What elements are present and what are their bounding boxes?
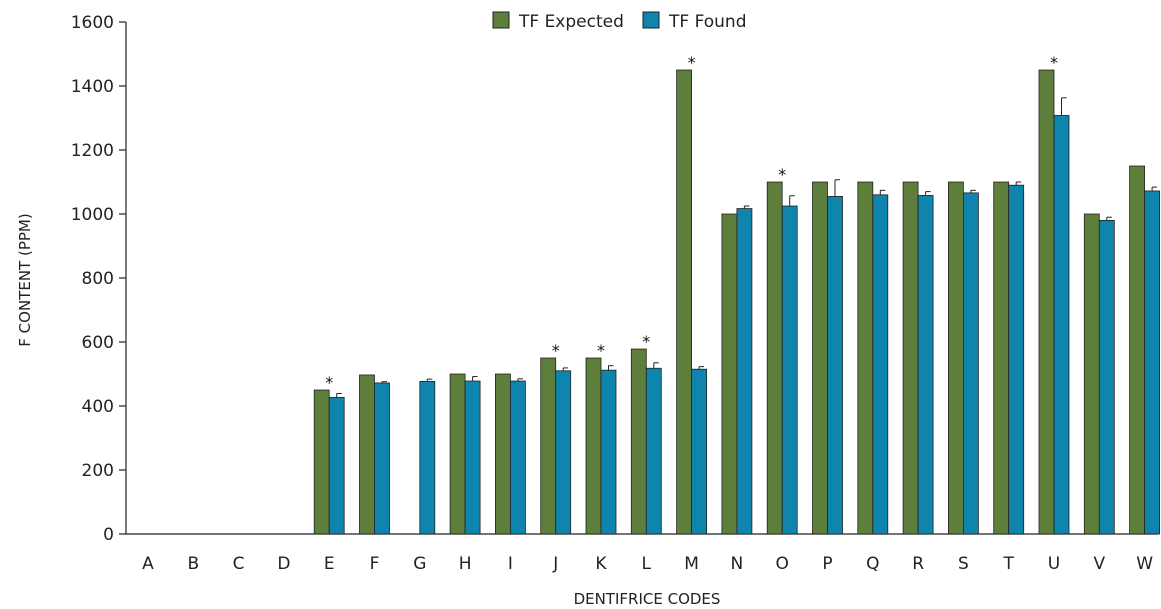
bar-tf-expected xyxy=(766,181,783,535)
significance-mark: * xyxy=(552,341,560,360)
bar-tf-found xyxy=(645,367,662,535)
x-tick-label: F xyxy=(370,554,380,574)
x-tick-label: Q xyxy=(866,554,879,574)
y-tick-label: 800 xyxy=(82,269,114,289)
bar-tf-expected xyxy=(630,348,647,535)
bar-tf-found xyxy=(1098,219,1115,535)
bar-tf-expected xyxy=(993,181,1010,535)
error-bars xyxy=(336,97,1158,398)
bar-tf-found xyxy=(419,380,436,535)
x-axis-ticks: A B C D E F G H I J K L M N O P Q R S T U V W xyxy=(142,554,1153,574)
significance-mark: * xyxy=(325,373,333,392)
x-tick-label: C xyxy=(233,554,245,574)
legend-label-tf-found: TF Found xyxy=(668,12,746,32)
significance-marks: * * * * * * * xyxy=(325,53,1058,392)
bar-tf-expected xyxy=(494,373,511,535)
bar-tf-expected xyxy=(585,357,602,535)
x-tick-label: A xyxy=(142,554,154,574)
x-tick-label: U xyxy=(1048,554,1060,574)
x-tick-label: H xyxy=(459,554,472,574)
bar-tf-found xyxy=(600,369,617,535)
x-tick-label: T xyxy=(1003,554,1015,574)
bar-tf-expected xyxy=(449,373,466,535)
legend-swatch-tf-found xyxy=(642,11,660,29)
significance-mark: * xyxy=(778,165,786,184)
bars xyxy=(313,69,1160,535)
bar-tf-expected xyxy=(948,181,964,535)
bar-tf-found xyxy=(736,208,753,535)
bar-tf-found xyxy=(781,205,798,535)
bar-tf-found xyxy=(509,380,526,535)
bar-tf-expected xyxy=(1038,69,1055,535)
y-tick-label: 1400 xyxy=(71,77,114,97)
x-tick-label: N xyxy=(731,554,744,574)
significance-mark: * xyxy=(597,341,605,360)
bar-tf-found xyxy=(328,396,345,535)
bar-tf-found xyxy=(374,382,390,535)
bar-tf-found xyxy=(1144,190,1160,535)
y-tick-label: 0 xyxy=(103,525,114,545)
bar-tf-expected xyxy=(721,213,738,535)
y-axis-ticks: 0 200 400 600 800 1000 1200 1400 1600 xyxy=(71,13,126,545)
x-tick-label: S xyxy=(958,554,969,574)
bar-tf-expected xyxy=(1083,213,1100,535)
bar-tf-expected xyxy=(540,357,557,535)
x-tick-label: J xyxy=(552,554,558,574)
bar-tf-found xyxy=(872,194,889,535)
bar-tf-expected xyxy=(359,374,375,535)
significance-mark: * xyxy=(688,53,696,72)
x-tick-label: G xyxy=(413,554,426,574)
legend: TF Expected TF Found xyxy=(492,11,746,32)
y-tick-label: 200 xyxy=(82,461,114,481)
bar-tf-expected xyxy=(857,181,874,535)
bar-tf-found xyxy=(963,192,979,535)
legend-label-tf-expected: TF Expected xyxy=(518,12,624,32)
significance-mark: * xyxy=(642,332,650,351)
x-tick-label: I xyxy=(508,554,513,574)
bar-tf-expected xyxy=(902,181,919,535)
bar-tf-found xyxy=(827,195,843,535)
y-tick-label: 1000 xyxy=(71,205,114,225)
bar-tf-expected xyxy=(676,69,692,535)
x-tick-label: R xyxy=(912,554,924,574)
bar-tf-expected xyxy=(812,181,828,535)
x-tick-label: D xyxy=(277,554,290,574)
x-tick-label: L xyxy=(642,554,652,574)
x-axis-title: DENTIFRICE CODES xyxy=(574,590,721,608)
significance-mark: * xyxy=(1050,53,1058,72)
y-tick-label: 600 xyxy=(82,333,114,353)
y-axis-title: F CONTENT (PPM) xyxy=(16,213,34,346)
y-tick-label: 400 xyxy=(82,397,114,417)
x-tick-label: M xyxy=(684,554,699,574)
bar-tf-found xyxy=(1008,184,1025,535)
x-tick-label: V xyxy=(1093,554,1105,574)
x-tick-label: P xyxy=(822,554,832,574)
x-tick-label: K xyxy=(595,554,607,574)
bar-tf-expected xyxy=(1129,165,1145,535)
bar-tf-found xyxy=(691,368,707,535)
bar-tf-found xyxy=(555,370,572,535)
bar-tf-expected xyxy=(313,389,330,535)
x-tick-label: W xyxy=(1136,554,1153,574)
legend-swatch-tf-expected xyxy=(492,11,510,29)
bar-tf-found xyxy=(1053,115,1070,535)
y-tick-label: 1600 xyxy=(71,13,114,33)
x-tick-label: O xyxy=(776,554,789,574)
x-tick-label: E xyxy=(324,554,335,574)
bar-tf-found xyxy=(917,195,934,535)
x-tick-label: B xyxy=(187,554,199,574)
y-tick-label: 1200 xyxy=(71,141,114,161)
bar-tf-found xyxy=(464,380,481,535)
